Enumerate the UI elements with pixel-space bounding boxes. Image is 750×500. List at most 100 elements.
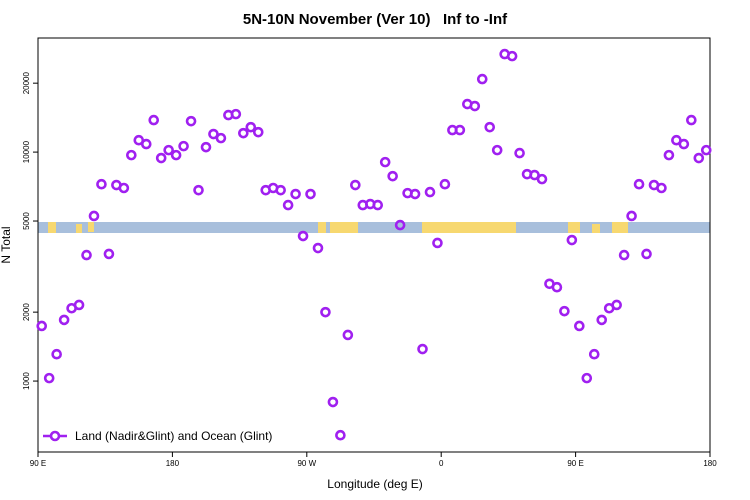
data-point [305, 188, 316, 200]
data-point [178, 140, 189, 152]
data-point [656, 182, 667, 194]
data-point [566, 234, 578, 246]
x-tick-label: 90 W [297, 459, 316, 468]
y-tick-label: 20000 [22, 71, 31, 94]
chart-title: 5N-10N November (Ver 10) Inf to -Inf [243, 11, 508, 28]
data-point [297, 230, 309, 242]
data-point [275, 184, 286, 196]
data-point [335, 429, 346, 441]
data-point [36, 320, 48, 332]
data-point [126, 149, 137, 161]
x-tick-label: 0 [439, 459, 444, 468]
land-patch [592, 224, 600, 233]
data-point [581, 372, 593, 384]
y-tick-label: 1000 [22, 372, 31, 390]
data-point [148, 114, 160, 126]
data-point [454, 124, 466, 136]
data-point [484, 121, 496, 133]
data-point [327, 396, 339, 408]
data-point [693, 152, 705, 164]
data-point [185, 115, 197, 127]
data-point [43, 372, 55, 384]
data-point [551, 281, 563, 293]
ocean-band [38, 222, 710, 233]
data-point [424, 186, 436, 198]
data-point [51, 348, 62, 360]
land-patch [88, 222, 94, 232]
land-patch [330, 222, 358, 233]
x-axis-label: Longitude (deg E) [327, 477, 422, 491]
data-point [633, 178, 645, 190]
y-axis-label: N Total [0, 226, 13, 263]
data-point [559, 305, 570, 317]
data-point [491, 144, 503, 156]
y-tick-label: 5000 [22, 212, 31, 230]
y-tick-label: 10000 [22, 140, 31, 163]
data-point [230, 108, 242, 120]
data-point [618, 249, 630, 261]
data-point [439, 178, 451, 190]
data-point [469, 100, 481, 112]
data-point [417, 343, 428, 355]
data-point [611, 299, 622, 311]
data-point [536, 173, 548, 185]
data-point [140, 138, 152, 150]
data-point [245, 121, 257, 133]
data-point [686, 114, 697, 126]
data-point [282, 199, 294, 211]
data-point [215, 132, 227, 144]
data-point [350, 179, 361, 191]
data-point [81, 249, 92, 261]
data-point [387, 170, 398, 182]
data-point [641, 248, 652, 260]
data-point [663, 149, 675, 161]
data-point [312, 242, 324, 254]
data-point [155, 152, 167, 164]
data-point [432, 237, 443, 249]
x-tick-label: 180 [703, 459, 717, 468]
data-point [103, 248, 115, 260]
land-patch [612, 222, 628, 233]
data-point [574, 320, 585, 332]
data-point [379, 156, 391, 168]
land-patch [318, 222, 326, 233]
land-patch [76, 224, 82, 233]
data-point [118, 182, 130, 194]
legend-marker [49, 430, 61, 442]
x-tick-label: 180 [166, 459, 180, 468]
plot-frame [37, 37, 711, 453]
land-patch [568, 222, 580, 233]
data-point [88, 210, 100, 222]
data-point [290, 188, 301, 200]
data-point [73, 299, 85, 311]
data-point [193, 184, 204, 196]
data-point [678, 138, 690, 150]
land-patch [48, 222, 56, 233]
x-tick-label: 90 E [30, 459, 46, 468]
data-point [588, 348, 600, 360]
data-point [514, 147, 525, 159]
data-point [96, 178, 107, 190]
data-point [320, 306, 331, 318]
data-point [170, 149, 182, 161]
y-tick-label: 2000 [22, 303, 31, 321]
x-tick-label: 90 E [567, 459, 583, 468]
data-point [208, 128, 219, 140]
data-point [58, 314, 70, 326]
data-point [163, 144, 174, 156]
data-point [506, 50, 518, 62]
data-point [626, 210, 637, 222]
data-point [700, 144, 712, 156]
data-point [476, 73, 488, 85]
legend-label: Land (Nadir&Glint) and Ocean (Glint) [75, 429, 272, 443]
data-point [394, 219, 406, 231]
data-point [372, 199, 384, 211]
data-point [529, 169, 540, 181]
data-point [200, 141, 212, 153]
land-patch [422, 222, 516, 233]
surface-strip [38, 222, 710, 233]
data-point [596, 314, 608, 326]
data-point [238, 127, 249, 139]
data-point [409, 188, 421, 200]
